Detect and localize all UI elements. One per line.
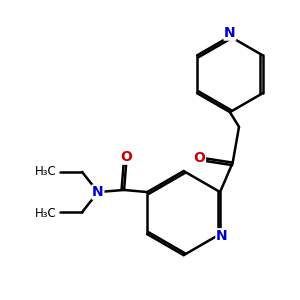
Text: N: N [216,229,228,243]
Text: H₃C: H₃C [35,164,57,178]
Text: H₃C: H₃C [35,207,57,220]
Text: O: O [194,152,206,165]
Text: O: O [120,150,132,164]
Text: N: N [92,185,104,199]
Text: N: N [224,26,236,40]
